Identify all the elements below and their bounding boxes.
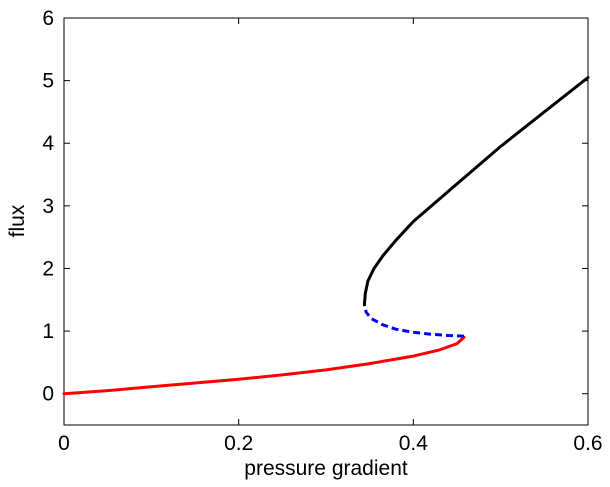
series-line-3 [362, 76, 590, 307]
y-tick-label: 5 [42, 70, 54, 93]
x-ticks: 0 0.2 0.4 0.6 [58, 18, 603, 455]
series-line-1 [62, 335, 466, 396]
x-axis-label: pressure gradient [244, 457, 408, 480]
y-tick-label: 6 [42, 7, 54, 30]
series-line-2 [362, 304, 465, 338]
y-tick-label: 4 [42, 132, 54, 155]
x-tick-label: 0 [58, 432, 70, 455]
y-tick-label: 2 [42, 257, 54, 280]
x-tick-label: 0.4 [399, 432, 429, 455]
y-tick-label: 1 [42, 320, 54, 343]
x-tick-label: 0.6 [573, 432, 602, 455]
y-tick-label: 3 [42, 195, 54, 218]
y-axis-label: flux [6, 204, 29, 237]
series-layer [62, 76, 590, 396]
x-tick-label: 0.2 [224, 432, 253, 455]
y-ticks: 0 1 2 3 4 5 6 [42, 7, 588, 406]
y-tick-label: 0 [42, 383, 54, 406]
plot-frame [63, 17, 589, 426]
